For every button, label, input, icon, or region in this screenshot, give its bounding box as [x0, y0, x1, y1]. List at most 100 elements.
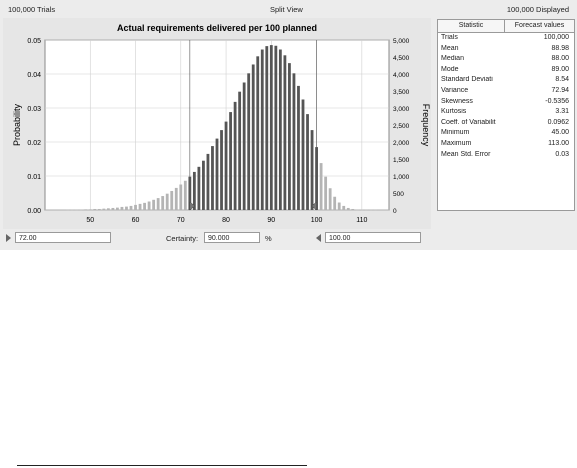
histogram-bar: [369, 209, 373, 211]
histogram-bar: [174, 187, 178, 210]
y2-tick-label: 1,500: [393, 157, 410, 164]
histogram-bar: [346, 207, 350, 210]
forecast-chart-svg: 0.00 0.01 0.02 0.03 0.04 0.05 0 500 1,000 1,500 2,…: [12, 23, 431, 224]
y-tick-label: 0.05: [27, 38, 41, 45]
right-value-input[interactable]: 100.00: [325, 232, 421, 243]
histogram-bar: [233, 101, 237, 210]
statistic-value: 45.00: [551, 129, 569, 137]
certainty-label: Certainty:: [166, 234, 199, 243]
x-tick-label: 60: [132, 217, 140, 224]
certainty-input[interactable]: 90.000: [204, 232, 260, 243]
histogram-bar: [324, 176, 328, 210]
histogram-bar: [134, 204, 137, 210]
y2-tick-label: 4,500: [393, 55, 410, 62]
statistic-name: Median: [441, 55, 464, 63]
y-tick-label: 0.00: [27, 208, 41, 215]
percent-label: %: [265, 234, 272, 243]
x-tick-label: 110: [356, 217, 367, 224]
left-value-input[interactable]: 72.00: [15, 232, 111, 243]
y2-tick-label: 3,000: [393, 106, 410, 113]
histogram-bar: [206, 153, 210, 210]
displayed-count: 100,000 Displayed: [506, 5, 569, 14]
histogram-bar: [274, 45, 278, 210]
histogram-bar: [297, 85, 300, 210]
histogram-bar: [152, 199, 156, 210]
histogram-bar: [165, 193, 169, 210]
histogram-bar: [79, 209, 83, 211]
y2-tick-label: 4,000: [393, 72, 410, 79]
statistic-name: Variance: [441, 86, 469, 94]
histogram-bar: [269, 45, 273, 210]
histogram-bar: [328, 188, 332, 210]
histogram-bar: [251, 64, 255, 210]
statistics-row: Mean 88.98: [438, 44, 574, 55]
statistic-value: 113.00: [548, 139, 569, 147]
statistic-name: Standard Deviati: [441, 76, 493, 84]
statistic-value: 89.00: [551, 65, 569, 73]
y-tick-label: 0.03: [27, 106, 41, 113]
statistics-row: Mode 89.00: [438, 65, 574, 76]
y-tick-label: 0.04: [27, 72, 41, 79]
y2-tick-label: 500: [393, 191, 404, 198]
histogram-bar: [283, 55, 287, 210]
statistic-value: 88.98: [551, 44, 569, 52]
right-certainty-grabber[interactable]: [311, 201, 317, 211]
statistics-row: Trials 100,000: [438, 33, 574, 44]
forecast-window: 100,000 Trials Split View 100,000 Displa…: [0, 0, 577, 250]
y2-tick-label: 3,500: [393, 89, 410, 96]
statistics-row: Median 88.00: [438, 54, 574, 65]
y-tick-label: 0.01: [27, 174, 41, 181]
statistic-name: Trials: [441, 34, 458, 41]
statistic-value: 100,000: [543, 34, 569, 41]
certainty-bar: 72.00 Certainty: 90.000 % 100.00: [0, 230, 577, 250]
left-certainty-grabber[interactable]: [189, 201, 196, 211]
histogram-bar: [364, 209, 368, 211]
histogram-bar: [102, 208, 106, 210]
y-axis-label: Probability: [12, 103, 22, 146]
histogram-bar: [292, 73, 296, 210]
histogram-bar: [170, 190, 174, 210]
histogram-bar: [215, 138, 219, 210]
histogram-bar: [278, 49, 282, 210]
histogram-bar: [106, 208, 110, 210]
x-tick-label: 80: [222, 217, 230, 224]
histogram-bar: [116, 207, 119, 210]
statistic-value: 88.00: [551, 55, 569, 63]
histogram-bar: [260, 49, 264, 210]
x-tick-label: 90: [267, 217, 275, 224]
histogram-bar: [75, 209, 79, 211]
statistics-row: Mean Std. Error 0.03: [438, 150, 574, 161]
forecast-column-header: Forecast values: [514, 22, 565, 29]
histogram-bar: [179, 184, 183, 210]
y2-axis-label: Frequency: [421, 104, 431, 147]
histogram-bar: [319, 163, 323, 210]
view-selector[interactable]: Split View: [270, 5, 303, 14]
histogram-bar: [161, 196, 165, 210]
statistics-row: Minimum 45.00: [438, 128, 574, 139]
forecast-chart: 0.00 0.01 0.02 0.03 0.04 0.05 0 500 1,000 1,500 2,…: [3, 18, 431, 229]
histogram-bar: [120, 206, 124, 210]
left-grabber-icon[interactable]: [6, 234, 11, 242]
trials-count: 100,000 Trials: [8, 5, 56, 14]
histogram-bar: [147, 201, 151, 210]
histogram-bar: [84, 209, 88, 210]
statistic-value: 3.31: [555, 108, 569, 116]
statistics-row: Variance 72.94: [438, 86, 574, 97]
histogram-bar: [143, 202, 146, 210]
statistics-row: Skewness -0.5356: [438, 97, 574, 108]
histogram-bar: [229, 112, 232, 210]
y-tick-label: 0.02: [27, 140, 41, 147]
histogram-bar: [355, 209, 359, 211]
histogram-bar: [242, 82, 246, 210]
statistics-row: Coeff. of Variabilit 0.0962: [438, 118, 574, 129]
statistic-name: Kurtosis: [441, 108, 467, 116]
x-tick-label: 100: [311, 217, 323, 224]
histogram-bar: [192, 171, 196, 210]
histogram-bar: [197, 166, 201, 210]
right-grabber-icon[interactable]: [316, 234, 321, 242]
histogram-bar: [125, 206, 128, 210]
statistics-row: Standard Deviati 8.54: [438, 75, 574, 86]
histogram-bar: [333, 196, 337, 210]
histogram-bar: [66, 209, 70, 211]
histogram-bar: [360, 209, 364, 211]
